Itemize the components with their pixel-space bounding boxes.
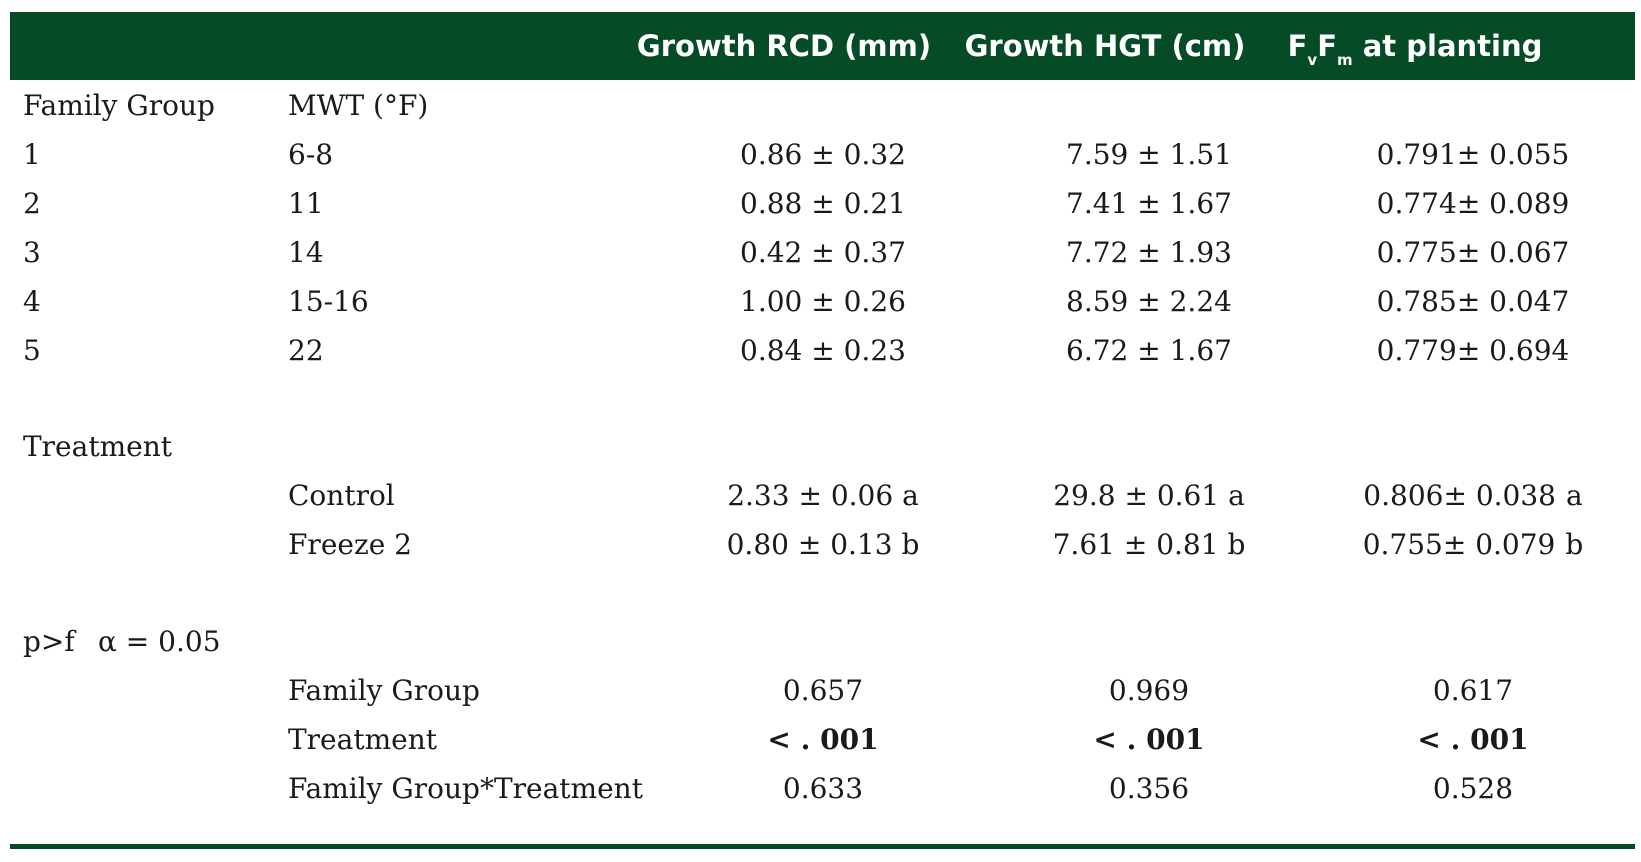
hgt-value: 7.41 ± 1.67: [1066, 187, 1232, 220]
family-group-number: 5: [23, 334, 41, 367]
fvfm-value: 0.755± 0.079: [1362, 528, 1556, 561]
fvfm-value: 0.774± 0.089: [1376, 187, 1570, 220]
header-growth-hgt: Growth HGT (cm): [964, 29, 1246, 63]
fvfm-value: 0.785± 0.047: [1376, 285, 1570, 318]
mwt-value: 22: [288, 334, 324, 367]
fvfm-value-group: 0.806± 0.038 a: [1323, 482, 1623, 510]
rcd-value: 2.33 ± 0.06 a: [727, 479, 919, 512]
rcd-value: 0.88 ± 0.21: [740, 187, 906, 220]
header-growth-rcd: Growth RCD (mm): [636, 29, 932, 63]
mwt-value: 6-8: [288, 138, 334, 171]
significance-letter: b: [1565, 528, 1584, 561]
family-group-number: 4: [23, 285, 41, 318]
table-bottom-rule: [10, 844, 1635, 849]
hgt-p-value: 0.969: [1108, 674, 1190, 707]
hgt-value: 6.72 ± 1.67: [1066, 334, 1232, 367]
mwt-value: 14: [288, 236, 324, 269]
header-fvfm-rest: at planting: [1352, 29, 1543, 63]
header-fvfm-f2: F: [1317, 29, 1337, 63]
fvfm-value: 0.791± 0.055: [1376, 138, 1570, 171]
treatment-name: Freeze 2: [288, 528, 412, 561]
fvfm-p-value: 0.617: [1432, 674, 1514, 707]
rcd-value: 0.80 ± 0.13 b: [726, 528, 920, 561]
hgt-value: 7.72 ± 1.93: [1066, 236, 1232, 269]
effect-name: Family Group*Treatment: [288, 772, 643, 805]
mwt-value: 11: [288, 187, 324, 220]
treatment-section-label: Treatment: [23, 430, 172, 463]
hgt-value: 8.59 ± 2.24: [1066, 285, 1232, 318]
rcd-value: 0.84 ± 0.23: [740, 334, 906, 367]
hgt-value: 29.8 ± 0.61 a: [1053, 479, 1245, 512]
hgt-p-value: < . 001: [1093, 723, 1205, 756]
rcd-value: 0.42 ± 0.37: [740, 236, 906, 269]
family-group-label: Family Group: [23, 89, 215, 122]
rcd-value: 1.00 ± 0.26: [740, 285, 906, 318]
rcd-p-value: < . 001: [767, 723, 879, 756]
header-fvfm: FvFm at planting: [1250, 12, 1580, 80]
family-group-number: 1: [23, 138, 41, 171]
rcd-p-value: 0.657: [782, 674, 864, 707]
effect-name: Treatment: [288, 723, 437, 756]
fvfm-value: 0.779± 0.694: [1376, 334, 1570, 367]
treatment-name: Control: [288, 479, 395, 512]
header-fvfm-f1: F: [1287, 29, 1308, 63]
fvfm-p-value: 0.528: [1432, 772, 1514, 805]
hgt-p-value: 0.356: [1108, 772, 1190, 805]
family-group-number: 3: [23, 236, 41, 269]
family-group-number: 2: [23, 187, 41, 220]
mwt-value: 15-16: [288, 285, 369, 318]
hgt-value: 7.59 ± 1.51: [1066, 138, 1232, 171]
rcd-p-value: 0.633: [782, 772, 864, 805]
rcd-value: 0.86 ± 0.32: [740, 138, 906, 171]
table-header: Growth RCD (mm) Growth HGT (cm) FvFm at …: [10, 12, 1635, 80]
alpha-label: α = 0.05: [98, 625, 221, 658]
significance-letter: a: [1565, 479, 1583, 512]
effect-name: Family Group: [288, 674, 480, 707]
hgt-value: 7.61 ± 0.81 b: [1052, 528, 1246, 561]
pf-label: p>f: [23, 625, 75, 658]
header-fvfm-sub-m: m: [1337, 51, 1353, 69]
fvfm-value: 0.775± 0.067: [1376, 236, 1570, 269]
fvfm-value: 0.806± 0.038: [1363, 479, 1556, 512]
mwt-label: MWT (°F): [288, 89, 429, 122]
fvfm-value-group: 0.755± 0.079 b: [1323, 531, 1623, 559]
header-fvfm-sub-v: v: [1307, 51, 1318, 69]
fvfm-p-value: < . 001: [1417, 723, 1529, 756]
